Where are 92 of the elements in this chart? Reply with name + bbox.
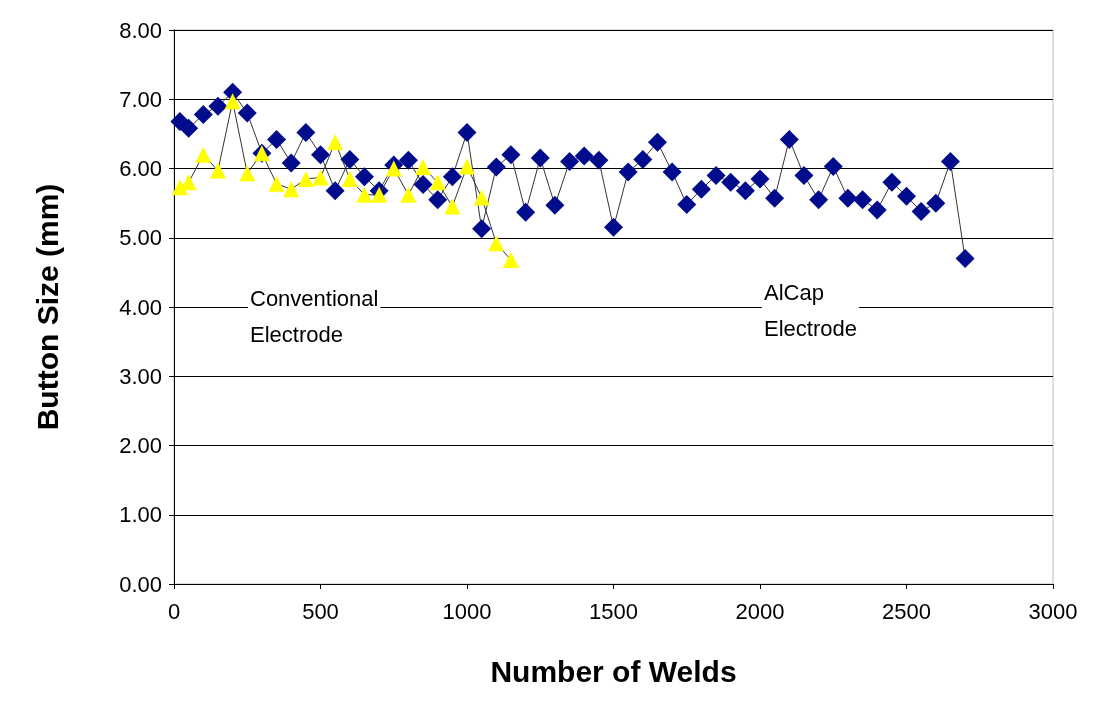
point [429,174,446,191]
annotation: AlCap Electrode [764,279,857,341]
x-tick-label: 1500 [589,598,638,624]
x-tick-label: 2500 [882,598,931,624]
y-tick-label: 1.00 [119,502,162,528]
point [502,251,519,268]
y-axis-title: Button Size (mm) [30,183,64,431]
point [428,190,448,210]
point [560,152,580,172]
point [457,122,477,142]
point [297,170,314,187]
point [327,134,344,151]
point [413,174,433,194]
y-tick-label: 0.00 [119,571,162,597]
point [268,175,285,192]
point [281,153,301,173]
annotation: Conventional Electrode [250,285,379,347]
point [647,132,667,152]
point [237,103,257,123]
point [356,186,373,203]
point [735,181,755,201]
y-tick-label: 6.00 [119,156,162,181]
point [224,93,241,110]
point [574,146,594,166]
point [809,190,829,210]
x-tick-label: 0 [167,598,181,624]
point [926,193,946,213]
x-tick-label: 3000 [1028,598,1078,624]
point [296,122,316,142]
point [341,170,358,187]
point [897,186,916,206]
point [473,189,490,206]
point [398,150,418,170]
x-tick-label: 500 [302,598,339,624]
point [530,148,550,168]
point [179,118,199,138]
point [267,129,287,149]
point [516,202,536,222]
point [444,198,461,215]
point [195,146,212,163]
point [385,160,402,177]
point [721,172,741,192]
x-tick-label: 2000 [735,598,785,624]
point [171,179,188,196]
y-tick-label: 8.00 [119,17,162,43]
point [677,195,697,215]
y-tick-label: 2.00 [119,433,162,458]
point [706,165,726,185]
y-tick-label: 3.00 [119,363,162,389]
point [882,172,902,192]
point [779,129,799,149]
point [750,169,770,189]
point [853,190,873,210]
point [325,181,345,201]
point [545,195,565,215]
point [691,179,711,199]
point [940,152,960,172]
point [604,217,623,237]
point [765,188,785,208]
point [312,169,329,186]
point [633,150,653,169]
point [209,162,226,179]
point [838,188,858,208]
point [472,219,492,239]
point [354,167,374,187]
point [662,162,682,182]
point [442,167,462,187]
y-tick-label: 7.00 [119,86,162,112]
point [823,156,843,176]
point [400,186,417,203]
point [589,150,609,170]
point [618,162,638,182]
point [488,235,505,252]
point [311,145,330,165]
point [340,150,360,169]
point [955,249,975,269]
point [193,104,213,124]
point [208,96,228,116]
point [486,157,506,177]
y-tick-label: 4.00 [119,294,162,320]
point [501,145,521,165]
point [283,181,300,198]
point [415,159,432,176]
point [794,165,814,185]
point [371,186,388,203]
point [867,200,887,220]
point [239,165,256,182]
x-axis-title: Number of Welds [490,654,737,688]
x-tick-label: 1000 [442,598,492,624]
y-tick-label: 5.00 [119,225,162,251]
point [459,158,475,175]
point [911,201,931,221]
